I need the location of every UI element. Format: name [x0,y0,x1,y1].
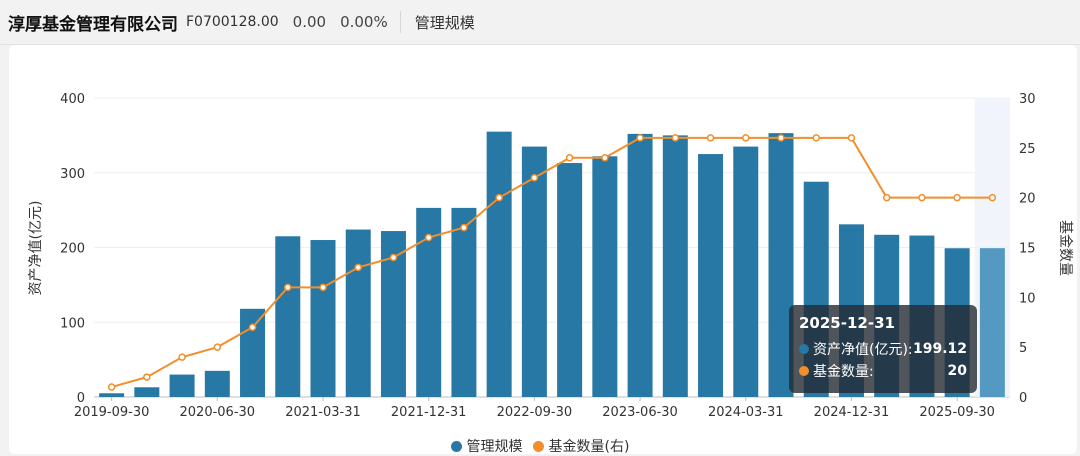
x-tick-label: 2021-12-31 [391,405,467,420]
line-point [284,283,292,292]
tooltip-title: 2025-12-31 [799,314,895,332]
fund-code: F0700128.00 [186,14,279,30]
y-tick-label-left: 200 [60,242,85,257]
legend-label-bars: 管理规模 [466,439,523,455]
data-tooltip: 2025-12-31 资产净值(亿元): 199.12 基金数量: 20 [789,305,977,393]
y-tick-label-right: 10 [1019,291,1036,306]
bar [698,154,724,397]
line-point [213,343,222,351]
bar [204,370,230,397]
bar [240,308,266,397]
x-tick-label: 2020-06-30 [180,405,256,420]
line-point [777,134,785,142]
bar [521,146,547,397]
line-point [107,383,116,391]
line-point [601,154,609,162]
change-percent: 0.00% [340,13,388,31]
line-path [111,136,993,388]
line-point [530,173,539,182]
bar [557,163,583,397]
x-tick-label: 2024-12-31 [814,405,890,420]
header-divider [399,11,401,33]
bar [733,146,759,397]
line-series [107,134,997,391]
line-point [812,134,820,142]
line-point [706,134,715,142]
header-bar: 淳厚基金管理有限公司 F0700128.00 0.00 0.00% 管理规模 [0,0,1080,45]
legend-dot-bars [450,440,462,452]
line-point [178,353,186,361]
bar [627,133,653,397]
bar [310,240,336,397]
tooltip-row-count: 基金数量: 20 [799,360,967,382]
line-point [319,283,327,292]
company-name: 淳厚基金管理有限公司 [8,14,178,35]
bar [486,131,512,397]
tooltip-label-nav: 资产净值(亿元): [813,342,913,358]
y-tick-label-right: 25 [1019,142,1036,157]
line-point [460,223,468,232]
tooltip-dot-count [799,366,809,376]
bar [592,156,618,397]
line-point [143,373,151,381]
bar [979,248,1005,397]
chart-legend: 管理规模 基金数量(右) [0,436,1080,456]
tooltip-value-nav: 199.12 [912,341,967,357]
x-tick-label: 2022-09-30 [497,405,573,420]
line-point [565,154,574,162]
line-point [918,193,926,202]
line-point [389,253,398,262]
x-tick-label: 2023-06-30 [602,405,678,420]
legend-item-line[interactable]: 基金数量(右) [532,436,630,456]
legend-label-line: 基金数量(右) [548,439,630,455]
y-tick-label-left: 400 [60,92,85,107]
x-tick-label: 2024-03-31 [708,405,784,420]
y-tick-label-right: 5 [1019,341,1027,356]
tab-management-scale[interactable]: 管理规模 [414,13,475,32]
legend-dot-line [532,440,544,452]
bar [134,387,160,397]
y-axis-label-right: 基金数量 [1057,220,1074,276]
x-tick-label: 2025-09-30 [919,405,995,420]
line-point [882,193,891,202]
line-point [953,193,961,202]
bar [99,393,125,397]
price-value: 0.00 [292,13,327,31]
x-tick-label: 2019-09-30 [74,405,150,420]
tooltip-label-count: 基金数量: [813,364,874,380]
y-tick-label-left: 100 [60,316,85,331]
y-tick-label-right: 0 [1019,391,1027,406]
y-tick-label-left: 300 [60,167,85,182]
tooltip-row-nav: 资产净值(亿元): 199.12 [799,338,967,360]
bar [345,229,371,397]
y-tick-label-right: 30 [1019,92,1036,107]
line-point [248,323,257,331]
line-point [742,134,750,142]
x-tick-label: 2021-03-31 [285,405,361,420]
line-point [671,134,680,142]
bar [451,207,477,397]
y-axis-label-left: 资产净值(亿元) [28,201,44,296]
bar-series [99,131,1005,397]
line-point [424,233,433,242]
bar [169,374,195,397]
y-tick-label-left: 0 [77,391,85,406]
tooltip-dot-nav [799,344,809,354]
y-tick-label-right: 15 [1019,242,1036,257]
line-point [495,193,503,202]
legend-item-bars[interactable]: 管理规模 [450,436,523,456]
line-point [636,134,644,142]
y-tick-label-right: 20 [1019,192,1036,207]
line-point [354,263,362,272]
axes: 0 100 200 300 400 0 5 10 15 20 25 30 2019-09-30 2020-… [60,92,1035,420]
bar [275,236,301,397]
line-point [988,193,997,202]
line-point [847,134,856,142]
bar [662,135,688,397]
tooltip-value-count: 20 [947,363,967,379]
